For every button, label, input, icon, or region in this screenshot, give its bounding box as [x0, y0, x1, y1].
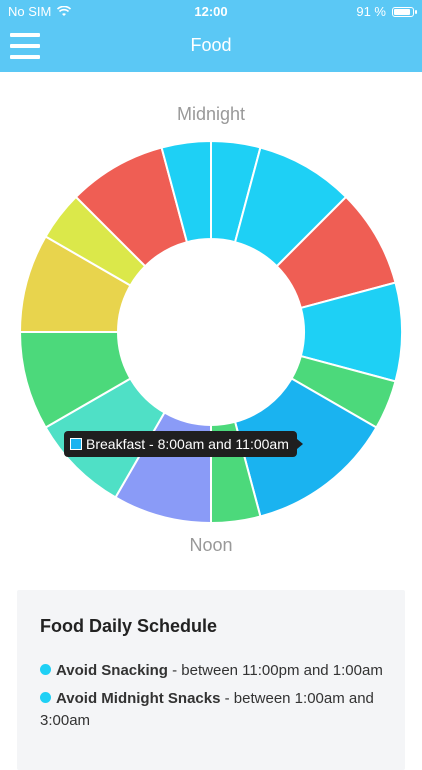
donut-chart [18, 139, 403, 525]
status-left: No SIM [8, 4, 72, 19]
status-time: 12:00 [194, 4, 228, 19]
page-title: Food [190, 35, 232, 55]
donut-hole [118, 239, 304, 425]
status-bar: No SIM 12:00 91 % [0, 0, 422, 24]
status-right: 91 % [356, 4, 417, 19]
schedule-item: Avoid Snacking - between 11:00pm and 1:0… [40, 660, 385, 682]
schedule-item-name: Avoid Midnight Snacks [56, 690, 221, 707]
battery-percent: 91 % [356, 4, 386, 19]
carrier-label: No SIM [8, 4, 52, 19]
bullet-dot-icon [40, 692, 51, 703]
bullet-dot-icon [40, 664, 51, 675]
schedule-item-detail: - between 1:00am and 3:00am [40, 690, 374, 729]
battery-icon [392, 6, 417, 17]
chart-label-noon: Noon [189, 535, 233, 555]
wifi-icon [57, 6, 72, 16]
tooltip-swatch [70, 438, 82, 450]
schedule-card: Food Daily Schedule Avoid Snacking - bet… [17, 590, 405, 770]
schedule-item-name: Avoid Snacking [56, 662, 168, 679]
hamburger-menu-icon[interactable] [10, 32, 40, 62]
chart-tooltip: Breakfast - 8:00am and 11:00am [64, 431, 303, 457]
chart-label-midnight: Midnight [176, 104, 246, 124]
nav-bar: Food [0, 24, 422, 72]
schedule-item: Avoid Midnight Snacks - between 1:00am a… [40, 688, 385, 732]
schedule-list: Avoid Snacking - between 11:00pm and 1:0… [40, 660, 385, 738]
schedule-title: Food Daily Schedule [40, 616, 218, 636]
tooltip-text: Breakfast - 8:00am and 11:00am [86, 436, 289, 452]
battery-fill [394, 8, 411, 15]
schedule-chart [0, 72, 422, 572]
schedule-item-detail: - between 11:00pm and 1:00am [167, 662, 383, 679]
